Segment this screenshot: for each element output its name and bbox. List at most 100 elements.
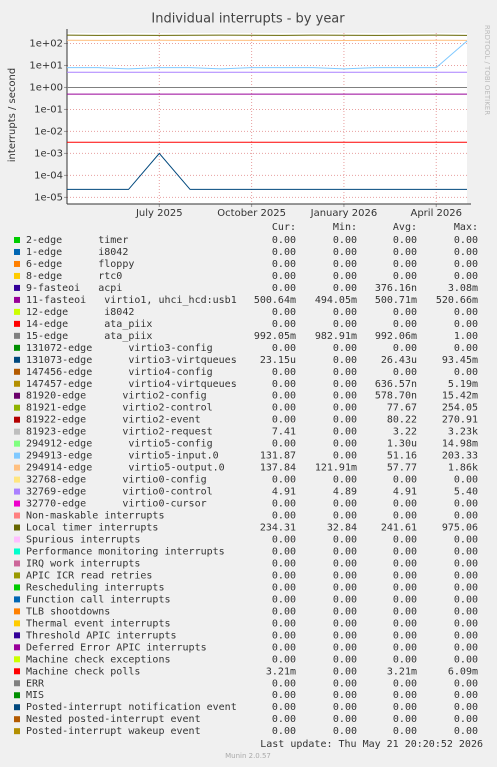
x-tick-label: July 2025 [135,208,183,219]
legend-cur: 0.00 [272,499,296,510]
legend-swatch [14,548,20,555]
legend-avg: 0.00 [393,235,417,246]
legend-swatch [14,476,20,483]
version: Munin 2.0.57 [225,752,271,760]
legend-min: 0.00 [333,690,357,701]
legend-min: 0.00 [333,702,357,713]
legend-avg: 0.00 [393,271,417,282]
legend-swatch [14,572,20,579]
legend-swatch [14,272,20,279]
legend-swatch [14,440,20,447]
legend-swatch [14,536,20,543]
legend-max: 0.00 [454,247,478,258]
legend-max: 0.00 [454,319,478,330]
legend-swatch [14,237,20,243]
legend-min: 0.00 [333,259,357,270]
legend-swatch [14,644,20,651]
legend-max: 6.09m [448,666,478,677]
legend-max: 0.00 [454,259,478,270]
legend-max: 0.00 [454,702,478,713]
series-line [67,40,468,70]
legend-cur: 0.00 [272,379,296,390]
legend-name: Machine check polls [26,666,140,677]
legend-max: 1.00 [454,331,478,342]
legend-name: 294914-edge virtio5-output.0 [26,463,225,474]
chart-title: Individual interrupts - by year [151,12,345,27]
legend-swatch [14,332,20,339]
legend-max: 0.00 [454,235,478,246]
legend-swatch [14,320,20,327]
legend-swatch [14,668,20,675]
legend-name: Non-maskable interrupts [26,511,164,522]
legend-max: 0.00 [454,582,478,593]
legend-avg: 0.00 [393,475,417,486]
x-tick-label: January 2026 [310,208,378,219]
legend-min: 121.91m [315,463,357,474]
legend-cur: 23.15u [260,355,296,366]
legend-swatch [14,404,20,411]
legend-max: 975.06 [442,523,478,534]
legend-min: 0.00 [333,618,357,629]
legend-name: 15-edge ata_piix [26,331,152,342]
legend-cur: 0.00 [272,307,296,318]
legend-cur: 0.00 [272,582,296,593]
legend-avg: 3.21m [387,666,417,677]
legend-name: 8-edge rtc0 [26,271,122,282]
legend-name: Machine check exceptions [26,654,171,665]
legend-cur: 992.05m [254,331,296,342]
legend-name: 12-edge i8042 [26,307,134,318]
legend-max: 520.66m [436,295,478,306]
legend-name: 81922-edge virtio2-event [26,415,201,426]
legend-name: 147456-edge virtio4-config [26,367,213,378]
legend-min: 0.00 [333,343,357,354]
legend-swatch [14,308,20,315]
legend-name: 11-fasteoi virtio1, uhci_hcd:usb1 [26,295,237,306]
legend-cur: 0.00 [272,511,296,522]
legend-name: Deferred Error APIC interrupts [26,642,207,653]
legend-max: 270.91 [442,415,478,426]
legend-min: 494.05m [315,295,357,306]
legend-min: 0.00 [333,642,357,653]
legend-cur: 0.00 [272,343,296,354]
legend-min: 0.00 [333,594,357,605]
legend-max: 0.00 [454,475,478,486]
legend-swatch [14,692,20,699]
legend-swatch [14,356,20,363]
legend-name: 131073-edge virtio3-virtqueues [26,355,237,366]
legend-swatch [14,728,20,735]
legend-swatch [14,608,20,615]
legend-name: 2-edge timer [26,235,128,246]
legend-header: Avg: [393,222,417,233]
legend-name: Nested posted-interrupt event [26,714,201,725]
legend-name: Posted-interrupt wakeup event [26,726,201,737]
legend-max: 203.33 [442,451,478,462]
legend-name: Performance monitoring interrupts [26,546,225,557]
legend-swatch [14,620,20,627]
legend-avg: 0.00 [393,630,417,641]
legend-cur: 0.00 [272,606,296,617]
legend-min: 0.00 [333,403,357,414]
y-tick-label: 1e-01 [34,104,63,115]
legend-name: 6-edge floppy [26,259,134,270]
legend-swatch [14,428,20,435]
legend-avg: 0.00 [393,319,417,330]
legend-swatch [14,680,20,687]
legend-avg: 0.00 [393,499,417,510]
legend-cur: 0.00 [272,630,296,641]
legend-name: 81920-edge virtio2-config [26,391,207,402]
legend-name: 147457-edge virtio4-virtqueues [26,379,237,390]
legend-max: 0.00 [454,642,478,653]
legend-avg: 0.00 [393,726,417,737]
legend-name: IRQ work interrupts [26,558,140,569]
legend-swatch [14,656,20,663]
legend-min: 0.00 [333,654,357,665]
legend-max: 0.00 [454,558,478,569]
legend-max: 0.00 [454,630,478,641]
legend-min: 0.00 [333,439,357,450]
legend-avg: 0.00 [393,367,417,378]
legend-avg: 578.70n [375,391,417,402]
legend-min: 0.00 [333,666,357,677]
legend-cur: 3.21m [266,666,296,677]
legend-max: 0.00 [454,690,478,701]
legend-name: 32770-edge virtio0-cursor [26,499,207,510]
